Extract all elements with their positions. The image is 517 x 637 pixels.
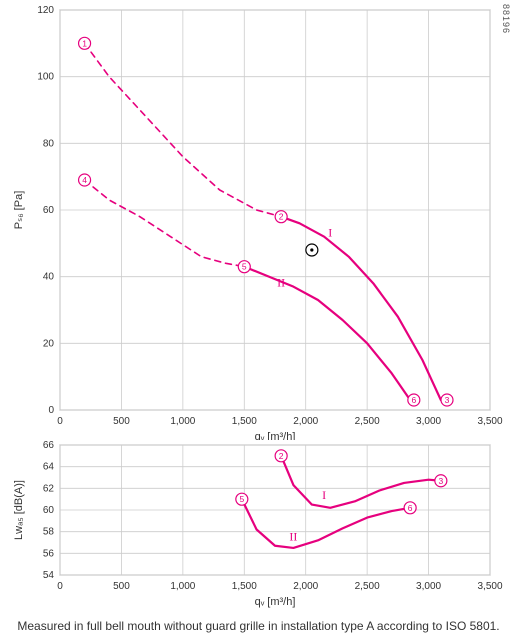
xtick-label: 0 <box>57 416 63 427</box>
roman-label: I <box>328 226 332 240</box>
xtick-label: 3,000 <box>416 416 441 427</box>
series-II-dashed <box>85 180 245 267</box>
xtick-label: 500 <box>113 416 130 427</box>
point-marker-label: 6 <box>408 503 413 513</box>
point-marker-label: 3 <box>438 476 443 486</box>
ref-number: 88196 <box>501 4 511 34</box>
point-marker-label: 3 <box>445 395 450 405</box>
xtick-label: 3,500 <box>477 416 502 427</box>
xtick-label: 2,000 <box>293 416 318 427</box>
xtick-label: 1,500 <box>232 581 257 592</box>
xtick-label: 1,000 <box>170 416 195 427</box>
ytick-label: 100 <box>37 72 54 83</box>
xtick-label: 3,000 <box>416 581 441 592</box>
ytick-label: 40 <box>43 272 55 283</box>
xtick-label: 2,500 <box>355 416 380 427</box>
y-axis-label: Lᴡₐ₅ [dB(A)] <box>13 480 25 540</box>
ytick-label: 80 <box>43 138 55 149</box>
ytick-label: 60 <box>43 205 55 216</box>
xtick-label: 500 <box>113 581 130 592</box>
point-marker-label: 1 <box>82 38 87 48</box>
roman-label: I <box>322 488 326 502</box>
sound-chart: 05001,0001,5002,0002,5003,0003,500545658… <box>0 440 517 610</box>
ytick-label: 20 <box>43 338 55 349</box>
ytick-label: 62 <box>43 483 55 494</box>
ytick-label: 54 <box>43 570 55 581</box>
point-marker-label: 2 <box>279 451 284 461</box>
ytick-label: 58 <box>43 527 55 538</box>
xtick-label: 2,000 <box>293 581 318 592</box>
pressure-chart: 0 500 1,000 1,500 2,000 2,500 3,000 3,500 0 20 40 6… <box>0 0 517 440</box>
xtick-label: 3,500 <box>477 581 502 592</box>
y-axis-label: Pₛ₆ [Pa] <box>13 191 25 230</box>
x-axis-label: qᵥ [m³/h] <box>255 596 296 608</box>
xtick-label: 1,000 <box>170 581 195 592</box>
point-marker-label: 2 <box>279 212 284 222</box>
point-marker-label: 5 <box>242 262 247 272</box>
point-marker-label: 5 <box>239 494 244 504</box>
point-marker-label: 6 <box>411 395 416 405</box>
series-I <box>281 456 441 508</box>
ytick-label: 66 <box>43 440 55 451</box>
series-II-solid <box>244 267 410 400</box>
ytick-label: 56 <box>43 548 55 559</box>
roman-label: II <box>277 276 285 290</box>
caption-text: Measured in full bell mouth without guar… <box>0 619 517 633</box>
ytick-label: 0 <box>48 405 54 416</box>
ytick-label: 64 <box>43 462 55 473</box>
roman-label: II <box>289 529 297 543</box>
operating-point-dot <box>310 248 313 251</box>
point-marker-label: 4 <box>82 175 87 185</box>
xtick-label: 0 <box>57 581 63 592</box>
xtick-label: 1,500 <box>232 416 257 427</box>
x-axis-label: qᵥ [m³/h] <box>255 431 296 440</box>
xtick-label: 2,500 <box>355 581 380 592</box>
series-I-solid <box>281 217 441 400</box>
ytick-label: 120 <box>37 5 54 16</box>
ytick-label: 60 <box>43 505 55 516</box>
